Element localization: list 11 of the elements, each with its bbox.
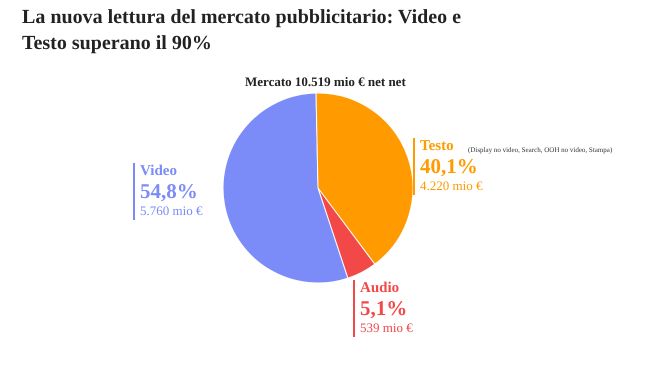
text: 5,1% <box>360 296 408 320</box>
data-label: 4.220 mio € <box>420 178 483 193</box>
text: 54,8% <box>140 179 198 203</box>
text: 40,1% <box>420 154 478 178</box>
chart-subtitle: Mercato 10.519 mio € net net <box>245 74 406 89</box>
slice-label: Audio <box>360 280 400 296</box>
data-label: 539 mio € <box>360 320 414 335</box>
slice-label: Testo <box>420 138 454 154</box>
slice-label: Video <box>140 163 177 179</box>
data-label: 5.760 mio € <box>140 203 203 218</box>
chart-title: La nuova lettura del mercato pubblicitario: Video e Testo superano il 90% <box>22 5 462 56</box>
